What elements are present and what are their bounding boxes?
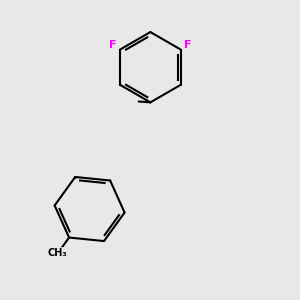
Text: F: F <box>109 40 116 50</box>
Text: CH₃: CH₃ <box>48 248 68 258</box>
Text: F: F <box>184 40 192 50</box>
